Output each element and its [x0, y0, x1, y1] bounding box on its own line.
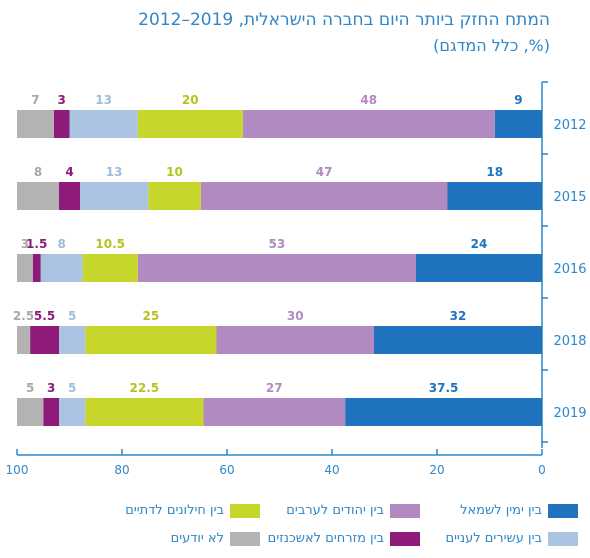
- category-label-2019: 2019: [553, 406, 586, 421]
- data-label-2019-series-3: 5: [68, 381, 76, 395]
- data-label-2018-series-0: 32: [450, 309, 467, 323]
- data-label-2012-series-1: 48: [360, 93, 377, 107]
- data-label-2012-series-4: 3: [57, 93, 65, 107]
- legend-swatch-4: [390, 531, 420, 546]
- data-label-2018-series-5: 2.5: [13, 309, 34, 323]
- legend-label-2: בין חילונים לדתיים: [125, 503, 224, 518]
- category-label-2015: 2015: [553, 190, 586, 205]
- chart-title: המתח החזק ביותר היום בחברה הישראלית, 201…: [138, 10, 550, 30]
- x-tick-label-20: 20: [429, 463, 444, 477]
- bar-2018-series-5: [17, 326, 31, 354]
- chart-subtitle: (%, כלל המדגם): [433, 36, 550, 55]
- bar-2012-series-4: [53, 110, 70, 138]
- legend-item-1: בין יהודים לערבים: [286, 503, 420, 518]
- bar-2015-series-3: [80, 182, 149, 210]
- data-label-2016-series-3: 8: [57, 237, 65, 251]
- data-label-2018-series-1: 30: [287, 309, 304, 323]
- data-label-2016-series-1: 53: [269, 237, 286, 251]
- bar-2015-series-2: [148, 182, 201, 210]
- legend-swatch-5: [230, 531, 260, 546]
- data-label-2016-series-5: 3: [21, 237, 29, 251]
- data-label-2016-series-0: 24: [471, 237, 488, 251]
- data-label-2015-series-2: 10: [166, 165, 183, 179]
- legend-item-3: בין עשירים לעניים: [445, 531, 578, 546]
- legend-swatch-1: [390, 503, 420, 518]
- bar-2019-series-5: [17, 398, 44, 426]
- bar-2012-series-3: [69, 110, 138, 138]
- bar-2015-series-1: [200, 182, 448, 210]
- data-label-2018-series-3: 5: [68, 309, 76, 323]
- data-label-2016-series-2: 10.5: [95, 237, 125, 251]
- x-tick-label-60: 60: [219, 463, 234, 477]
- category-label-2016: 2016: [553, 262, 586, 277]
- bar-2016-series-3: [40, 254, 83, 282]
- bar-2019-series-2: [85, 398, 204, 426]
- data-label-2012-series-0: 9: [514, 93, 522, 107]
- x-tick-label-40: 40: [324, 463, 339, 477]
- data-label-2015-series-5: 8: [34, 165, 42, 179]
- category-label-2012: 2012: [553, 118, 586, 133]
- bar-2018-series-3: [59, 326, 86, 354]
- bar-2012-series-5: [17, 110, 54, 138]
- data-label-2016-series-4: 1.5: [26, 237, 47, 251]
- bar-2016-series-1: [137, 254, 416, 282]
- data-label-2015-series-1: 47: [316, 165, 333, 179]
- bar-2016-series-2: [82, 254, 138, 282]
- legend-label-5: לא יודעים: [170, 531, 224, 546]
- x-tick-label-0: 0: [538, 463, 546, 477]
- x-tick-label-80: 80: [114, 463, 129, 477]
- bar-2016-series-0: [416, 254, 542, 282]
- bar-2012-series-0: [494, 110, 542, 138]
- legend-label-4: בין מזרחים לאשכנזים: [267, 531, 384, 546]
- legend-item-0: בין ימין לשמאל: [460, 503, 578, 518]
- legend-item-4: בין מזרחים לאשכנזים: [268, 531, 420, 546]
- legend-swatch-2: [230, 503, 260, 518]
- bar-2016-series-5: [17, 254, 33, 282]
- data-label-2015-series-0: 18: [486, 165, 503, 179]
- bar-2015-series-5: [17, 182, 59, 210]
- bar-2012-series-1: [242, 110, 495, 138]
- data-label-2019-series-2: 22.5: [130, 381, 160, 395]
- legend-swatch-0: [548, 503, 578, 518]
- x-tick-label-100: 100: [6, 463, 29, 477]
- data-label-2012-series-3: 13: [95, 93, 112, 107]
- data-label-2012-series-5: 7: [31, 93, 39, 107]
- legend-label-3: בין עשירים לעניים: [445, 531, 542, 546]
- data-label-2012-series-2: 20: [182, 93, 199, 107]
- bar-2018-series-2: [85, 326, 217, 354]
- data-label-2015-series-4: 4: [65, 165, 73, 179]
- bar-2015-series-0: [447, 182, 542, 210]
- bar-2019-series-0: [345, 398, 542, 426]
- data-label-2019-series-4: 3: [47, 381, 55, 395]
- bar-2018-series-4: [30, 326, 59, 354]
- bar-2012-series-2: [137, 110, 243, 138]
- bar-2019-series-3: [59, 398, 86, 426]
- bar-2019-series-1: [203, 398, 346, 426]
- bar-2016-series-4: [32, 254, 41, 282]
- legend-label-1: בין יהודים לערבים: [286, 503, 384, 518]
- data-label-2019-series-5: 5: [26, 381, 34, 395]
- category-label-2018: 2018: [553, 334, 586, 349]
- legend-item-5: לא יודעים: [171, 531, 260, 546]
- bar-2015-series-4: [59, 182, 80, 210]
- legend-item-2: בין חילונים לדתיים: [125, 503, 260, 518]
- data-label-2018-series-4: 5.5: [34, 309, 55, 323]
- legend-label-0: בין ימין לשמאל: [460, 503, 542, 518]
- bar-2018-series-1: [216, 326, 374, 354]
- data-label-2019-series-1: 27: [266, 381, 283, 395]
- legend-swatch-3: [548, 531, 578, 546]
- data-label-2015-series-3: 13: [106, 165, 123, 179]
- bar-2018-series-0: [374, 326, 542, 354]
- data-label-2018-series-2: 25: [143, 309, 160, 323]
- data-label-2019-series-0: 37.5: [429, 381, 459, 395]
- bar-2019-series-4: [43, 398, 59, 426]
